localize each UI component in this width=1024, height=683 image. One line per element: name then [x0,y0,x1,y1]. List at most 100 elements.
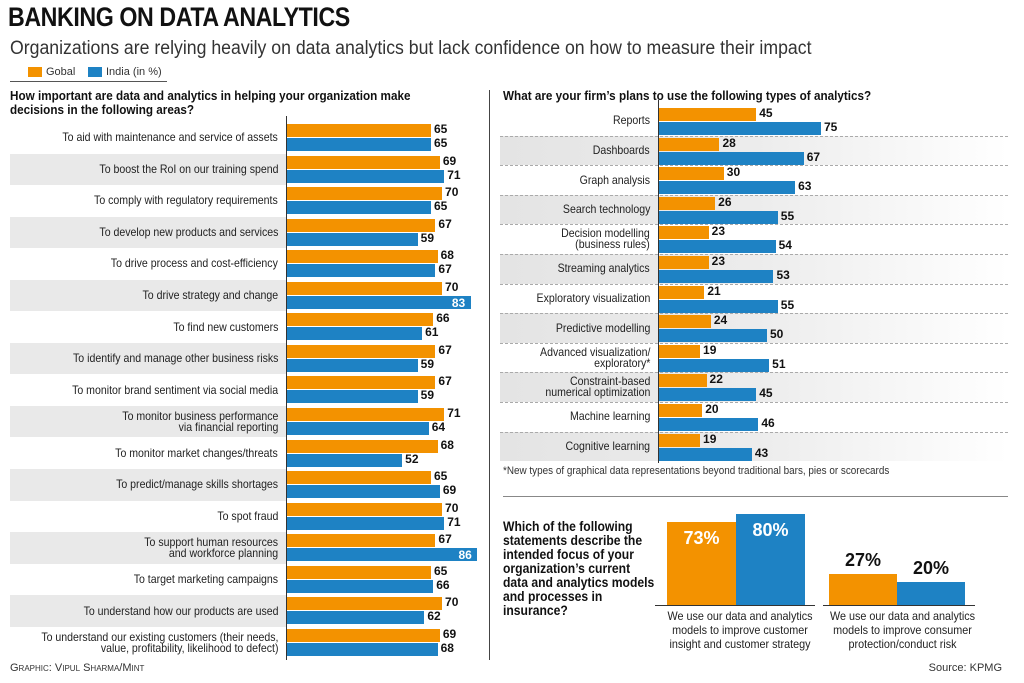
value-india: 62 [427,609,441,624]
bar-global [659,374,707,388]
value-india: 64 [431,419,446,434]
category-label: Predictive modelling [555,320,650,335]
value-global: 67 [438,532,452,547]
value-global: 70 [445,595,459,610]
divider [489,90,490,660]
row-separator [500,135,1008,137]
value-global: 65 [433,122,448,136]
value-global: 23 [711,224,726,239]
bar-india [287,232,418,246]
category-caption: We use our data and analytics models to … [829,609,976,651]
bar-global [287,439,438,453]
category-label: To understand how our products are used [83,603,278,618]
bar-india [287,611,425,625]
category-label: Dashboards [593,142,650,157]
category-caption: We use our data and analytics models to … [667,609,813,651]
value-india: 59 [420,356,435,371]
bar-global [287,597,443,611]
value-global: 70 [445,279,459,294]
page-title: BANKING ON DATA ANALYTICS [8,2,350,32]
bar-global [287,187,443,201]
bar-global [287,471,431,485]
value-global: 19 [703,431,717,446]
value-global: 67 [438,342,452,357]
row-band [10,532,286,564]
row-separator [500,283,1008,285]
row-separator [500,372,1008,374]
row-separator [500,313,1008,315]
value-global: 68 [440,248,454,263]
chart2-footnote: *New types of graphical data representat… [503,465,890,477]
bar-india [287,390,418,404]
bar-india [659,210,778,224]
bar-india [287,642,438,656]
bar-global [659,315,711,329]
bar-global [287,344,436,358]
value-india: 53 [776,268,790,282]
value-global: 71 [447,405,461,420]
bar-india [659,358,770,372]
value-global: 19 [703,342,717,357]
category-label: To comply with regulatory requirements [94,193,278,208]
category-label: To spot fraud [216,508,278,523]
bar-india [287,358,418,372]
category-label: To aid with maintenance and service of a… [62,130,278,145]
value-india: 50 [770,327,784,342]
baseline [823,605,975,606]
bar-india [287,453,403,467]
bar-global [287,218,436,232]
bar-india [659,418,759,431]
value-india: 45 [759,386,773,401]
bar-global [287,313,434,327]
value-global: 67 [438,216,452,231]
value-india: 67 [806,149,821,164]
legend-swatch-india [88,67,102,77]
bar-india [659,329,767,343]
category-label: Advanced visualization/exploratory* [539,344,650,370]
category-label: Search technology [562,202,650,217]
value-global: 70 [445,185,459,200]
legend-rule [10,81,167,82]
category-label: Reports [613,113,650,128]
legend-swatch-global [28,67,42,77]
value-india: 86 [458,548,472,563]
value-global: 28 [722,135,736,150]
row-band [10,279,286,312]
axis-line [658,100,659,464]
bar-india [659,240,776,254]
bar-global [667,521,736,605]
category-label: Constraint-based numerical optimization [544,374,650,400]
value-india: 80% [752,519,789,540]
row-separator [500,254,1008,255]
value-india: 20% [912,558,950,579]
chart1-title: How important are data and analytics in … [10,88,411,117]
bar-global [659,196,716,210]
bar-india [659,270,774,283]
legend-label-india: India (in %) [106,66,162,78]
bar-india [659,447,752,461]
bar-india [659,122,821,135]
value-india: 71 [447,514,461,529]
bar-global [287,376,436,390]
value-india: 69 [442,483,457,498]
category-label: To understand our existing customers (th… [40,629,278,655]
category-label: To find new customers [172,319,278,334]
bar-india [659,299,778,313]
value-global: 23 [711,254,726,268]
bar-india [287,295,471,309]
value-global: 70 [445,500,459,515]
value-india: 65 [433,199,448,214]
legend-global: Gobal [28,66,75,78]
value-india: 46 [761,416,775,430]
value-india: 83 [451,295,466,310]
bar-global [287,407,445,421]
value-global: 69 [442,626,457,641]
value-global: 65 [433,469,448,484]
value-global: 45 [759,106,773,120]
bar-global [287,250,438,264]
value-india: 59 [420,388,435,403]
value-global: 66 [436,311,450,326]
bar-global [287,155,440,169]
bar-global [287,281,443,295]
